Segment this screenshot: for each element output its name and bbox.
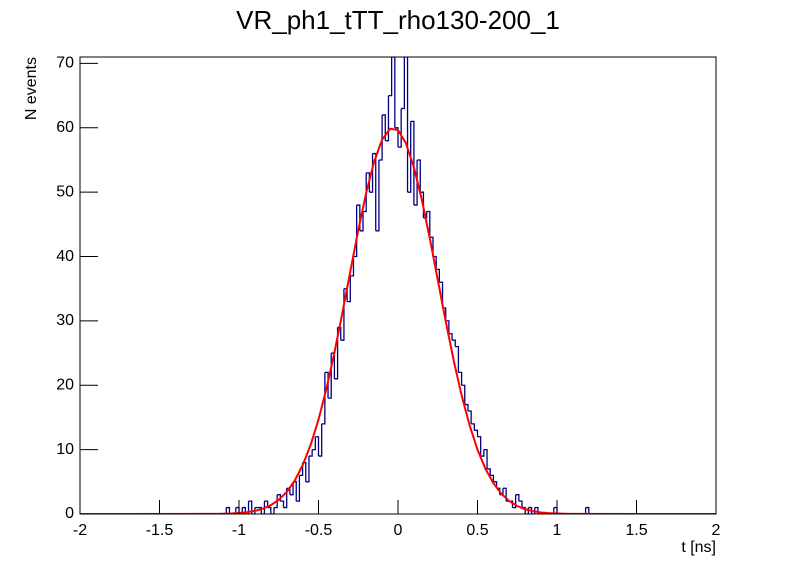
- histogram-bin: [550, 507, 555, 514]
- histogram-bin: [423, 211, 428, 219]
- histogram-bin: [515, 494, 520, 502]
- histogram-bin: [280, 500, 285, 508]
- y-tick-label: 30: [56, 312, 74, 329]
- histogram-bin: [518, 500, 523, 508]
- histogram-bin: [490, 474, 495, 482]
- y-axis-label: N events: [23, 57, 40, 120]
- histogram-bin: [245, 501, 250, 514]
- x-tick-label: -0.5: [305, 522, 333, 539]
- y-tick-label: 10: [56, 441, 74, 458]
- y-tick-label: 60: [56, 119, 74, 136]
- histogram-bin: [391, 57, 396, 128]
- x-axis-label: t [ns]: [681, 539, 716, 556]
- histogram-bin: [382, 114, 386, 141]
- histogram-bin: [363, 172, 367, 213]
- histogram-bin: [273, 494, 278, 509]
- histogram-bin: [283, 488, 288, 509]
- x-tick-label: -2: [73, 522, 87, 539]
- histogram-bin: [239, 507, 243, 514]
- histogram-bin: [487, 468, 491, 476]
- histogram-bin: [417, 159, 421, 193]
- histogram-bin: [347, 275, 351, 303]
- histogram-bin: [385, 95, 390, 142]
- histogram-bin: [461, 384, 466, 405]
- histogram-bin: [312, 436, 316, 451]
- histogram-bin: [232, 507, 237, 514]
- histogram-bin: [480, 449, 485, 457]
- histogram-bin: [305, 456, 310, 483]
- histogram-bin: [398, 108, 402, 148]
- histogram-bin: [378, 114, 383, 161]
- histogram-bin: [410, 120, 415, 206]
- histogram-bin: [407, 121, 412, 193]
- histogram-bin: [226, 506, 231, 514]
- y-tick-label: 50: [56, 183, 74, 200]
- x-tick-label: 1.5: [625, 522, 647, 539]
- histogram-bin: [464, 403, 469, 412]
- histogram-bin: [448, 333, 453, 341]
- histogram-bin: [471, 423, 475, 431]
- histogram-bin: [477, 436, 482, 457]
- histogram-bin: [296, 475, 301, 502]
- histogram-bin: [267, 506, 272, 514]
- histogram-bin: [264, 500, 269, 508]
- x-tick-label: 1: [553, 522, 562, 539]
- y-tick-label: 0: [65, 505, 74, 522]
- x-tick-label: -1: [232, 522, 246, 539]
- histogram-bin: [366, 172, 371, 193]
- histogram-bin: [445, 320, 450, 334]
- histogram-bin: [258, 506, 262, 514]
- histogram-bin: [585, 506, 590, 514]
- histogram-bin: [512, 494, 517, 509]
- histogram-bin: [318, 423, 323, 457]
- histogram-bin: [324, 371, 329, 399]
- histogram-bin: [223, 507, 227, 514]
- histogram-bin: [315, 436, 320, 457]
- histogram-bin: [401, 57, 406, 110]
- y-tick-label: 40: [56, 248, 74, 265]
- histogram-bin: [261, 501, 266, 514]
- plot-area: [80, 57, 716, 514]
- histogram-bin: [308, 449, 313, 457]
- histogram-bin: [350, 256, 355, 277]
- histogram-bin: [334, 327, 339, 380]
- histogram-bin: [458, 371, 463, 386]
- histogram-bin: [474, 429, 479, 437]
- histogram-bin: [394, 127, 399, 148]
- fit-curve: [80, 127, 716, 514]
- histogram-bin: [375, 159, 380, 232]
- histogram-bin: [289, 481, 294, 496]
- histogram-bin: [270, 507, 275, 514]
- y-tick-label: 20: [56, 376, 74, 393]
- x-tick-label: 0: [394, 522, 403, 539]
- histogram-bin: [321, 372, 326, 425]
- histogram-bin: [353, 205, 358, 258]
- histogram-bin: [372, 152, 377, 231]
- histogram-bin: [582, 507, 587, 514]
- histogram-bin: [359, 211, 364, 232]
- histogram-bin: [455, 345, 460, 373]
- histogram-bin: [467, 410, 472, 424]
- y-tick-label: 70: [56, 55, 74, 72]
- x-tick-label: -1.5: [146, 522, 174, 539]
- chart-title: VR_ph1_tTT_rho130-200_1: [236, 5, 560, 35]
- histogram-bin: [426, 210, 431, 238]
- histogram-bin: [436, 268, 440, 283]
- x-tick-label: 2: [712, 522, 721, 539]
- histogram-bin: [413, 159, 418, 206]
- x-tick-label: 0.5: [466, 522, 488, 539]
- histogram-bin: [388, 57, 393, 97]
- histogram-bin: [483, 448, 488, 469]
- histogram-bin: [251, 507, 256, 514]
- histogram-bin: [531, 507, 536, 514]
- histogram-bin: [452, 339, 456, 347]
- histogram-bin: [248, 500, 253, 514]
